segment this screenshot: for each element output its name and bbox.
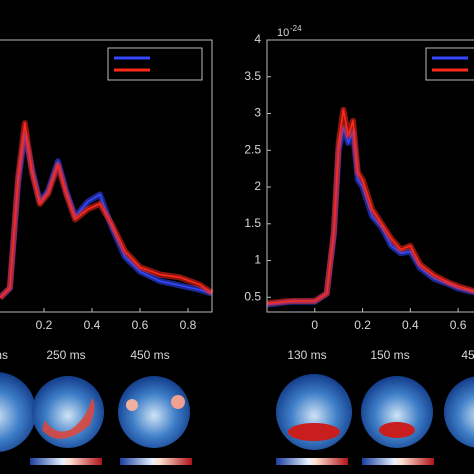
x-tick-label: 0.2: [36, 318, 53, 332]
x-tick-label: 0.4: [402, 318, 419, 332]
y-tick-label: 0.5: [244, 289, 261, 303]
x-tick-label: 0.8: [180, 318, 197, 332]
series-band: [0, 120, 214, 301]
x-tick-label: 0.2: [354, 318, 371, 332]
x-tick-label: 0.6: [450, 318, 467, 332]
topomap-label: 130 ms: [287, 348, 326, 362]
legend-box: [425, 47, 474, 81]
topomap-label: ms: [0, 348, 8, 362]
x-tick-label: 0: [311, 318, 318, 332]
topomap-label: 45: [461, 348, 474, 362]
series-line: [266, 109, 474, 304]
y-scale-exponent: -24: [290, 24, 302, 33]
topomap-label: 250 ms: [46, 348, 85, 362]
y-tick-label: 4: [254, 32, 261, 46]
y-scale-label: 10: [277, 27, 289, 39]
y-tick-label: 3.5: [244, 69, 261, 83]
plot-frame: [266, 39, 474, 313]
y-tick-label: 1.5: [244, 216, 261, 230]
y-tick-label: 2.5: [244, 142, 261, 156]
topomap-label: 150 ms: [370, 348, 409, 362]
series-line: [0, 122, 213, 299]
y-tick-label: 1: [254, 253, 261, 267]
topomap-label: 450 ms: [130, 348, 169, 362]
legend-box: [107, 47, 203, 81]
y-tick-label: 2: [254, 179, 261, 193]
y-tick-label: 3: [254, 106, 261, 120]
plot-frame: [0, 39, 213, 313]
x-tick-label: 0.4: [84, 318, 101, 332]
x-tick-label: 0.6: [132, 318, 149, 332]
topomap-shapes: [0, 372, 474, 465]
